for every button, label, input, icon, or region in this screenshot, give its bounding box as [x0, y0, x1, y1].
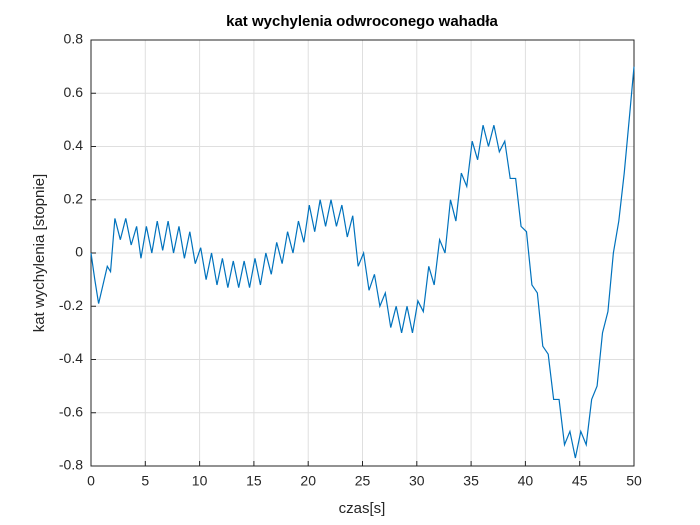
x-tick-label: 40	[518, 473, 534, 489]
y-tick-label: 0.8	[64, 31, 84, 47]
x-tick-label: 30	[409, 473, 425, 489]
x-tick-label: 50	[626, 473, 642, 489]
x-tick-label: 25	[355, 473, 371, 489]
y-tick-label: 0.2	[64, 190, 84, 206]
x-tick-label: 0	[87, 473, 95, 489]
y-tick-label: 0	[75, 244, 83, 260]
y-tick-label: 0.6	[64, 84, 84, 100]
x-tick-label: 20	[300, 473, 316, 489]
y-tick-label: -0.4	[59, 350, 83, 366]
y-tick-label: -0.8	[59, 457, 83, 473]
y-tick-label: -0.6	[59, 403, 83, 419]
x-tick-label: 15	[246, 473, 262, 489]
y-tick-label: 0.4	[64, 137, 84, 153]
chart-title: kat wychylenia odwroconego wahadła	[226, 13, 498, 30]
x-axis-label: czas[s]	[339, 500, 386, 517]
data-line	[90, 66, 635, 459]
x-tick-label: 35	[463, 473, 479, 489]
y-axis-label: kat wychylenia [stopnie]	[31, 174, 48, 332]
y-tick-label: -0.2	[59, 297, 83, 313]
x-tick-label: 5	[141, 473, 149, 489]
x-tick-label: 45	[572, 473, 588, 489]
x-tick-label: 10	[192, 473, 208, 489]
